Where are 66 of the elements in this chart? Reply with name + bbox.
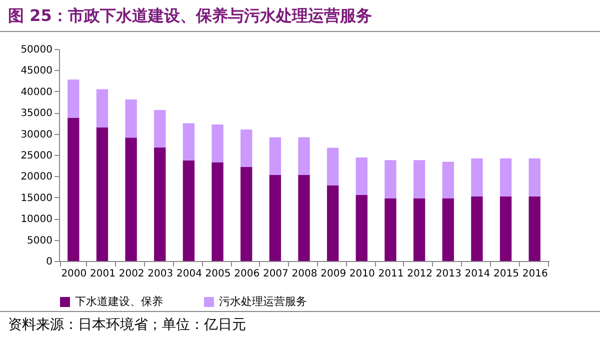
y-tick-label: 35000 bbox=[20, 108, 52, 120]
x-tick-label: 2011 bbox=[378, 268, 404, 280]
chart-title: 图 25：市政下水道建设、保养与污水处理运营服务 bbox=[0, 0, 600, 32]
bar bbox=[96, 89, 108, 128]
bar bbox=[125, 99, 137, 138]
bar bbox=[154, 147, 166, 261]
bar bbox=[269, 137, 282, 175]
y-tick-label: 45000 bbox=[20, 66, 52, 77]
bar bbox=[413, 198, 426, 261]
bar bbox=[326, 186, 339, 261]
x-tick-label: 2001 bbox=[90, 268, 116, 280]
y-tick-label: 30000 bbox=[20, 129, 52, 140]
legend-label: 污水处理运营服务 bbox=[219, 295, 307, 308]
bar bbox=[212, 162, 224, 261]
bar bbox=[528, 196, 540, 261]
bar bbox=[500, 196, 512, 261]
text: 资料来源：日本环境省；单位：亿日元 bbox=[0, 311, 600, 338]
x-tick-label: 2010 bbox=[349, 268, 375, 280]
bar bbox=[298, 137, 310, 175]
y-tick-label: 50000 bbox=[20, 44, 52, 56]
bar bbox=[442, 162, 454, 198]
bar bbox=[68, 118, 80, 261]
y-tick-label: 20000 bbox=[20, 172, 52, 183]
bar bbox=[182, 160, 195, 261]
bar bbox=[356, 194, 368, 261]
y-tick-label: 40000 bbox=[20, 86, 52, 98]
y-tick-label: 15000 bbox=[20, 192, 52, 204]
bar bbox=[240, 166, 252, 261]
bar bbox=[298, 174, 310, 261]
y-tick-label: 0 bbox=[46, 256, 52, 268]
bar bbox=[269, 174, 282, 261]
bar bbox=[384, 160, 396, 198]
bar bbox=[413, 160, 426, 198]
bar bbox=[500, 158, 512, 197]
x-tick-label: 2015 bbox=[494, 268, 519, 280]
bar bbox=[384, 198, 396, 261]
x-tick-label: 2000 bbox=[61, 268, 87, 280]
x-tick-label: 2014 bbox=[464, 268, 490, 280]
bar bbox=[326, 148, 339, 186]
legend-label: 下水道建设、保养 bbox=[75, 295, 163, 308]
x-tick-label: 2004 bbox=[176, 268, 202, 280]
y-tick-label: 25000 bbox=[20, 150, 52, 162]
bar bbox=[471, 158, 483, 197]
x-tick-label: 2013 bbox=[436, 268, 462, 280]
x-tick-label: 2008 bbox=[292, 268, 318, 280]
bar bbox=[356, 158, 368, 195]
x-tick-label: 2007 bbox=[262, 268, 288, 280]
bar bbox=[442, 198, 454, 261]
x-tick-label: 2005 bbox=[205, 268, 231, 280]
y-tick-label: 5000 bbox=[27, 235, 52, 246]
bar bbox=[96, 127, 108, 261]
bar bbox=[125, 138, 137, 261]
x-tick-label: 2002 bbox=[118, 268, 144, 280]
x-tick-label: 2012 bbox=[407, 268, 433, 280]
x-tick-label: 2009 bbox=[320, 268, 346, 280]
bar bbox=[212, 124, 224, 162]
bar bbox=[471, 196, 483, 261]
bar bbox=[154, 110, 166, 148]
y-tick-label: 10000 bbox=[20, 214, 52, 226]
bar bbox=[68, 80, 80, 118]
x-tick-label: 2016 bbox=[522, 268, 548, 280]
x-tick-label: 2003 bbox=[148, 268, 174, 280]
bar bbox=[528, 158, 540, 197]
bar bbox=[240, 130, 252, 167]
x-tick-label: 2006 bbox=[234, 268, 260, 280]
bar bbox=[182, 123, 195, 161]
